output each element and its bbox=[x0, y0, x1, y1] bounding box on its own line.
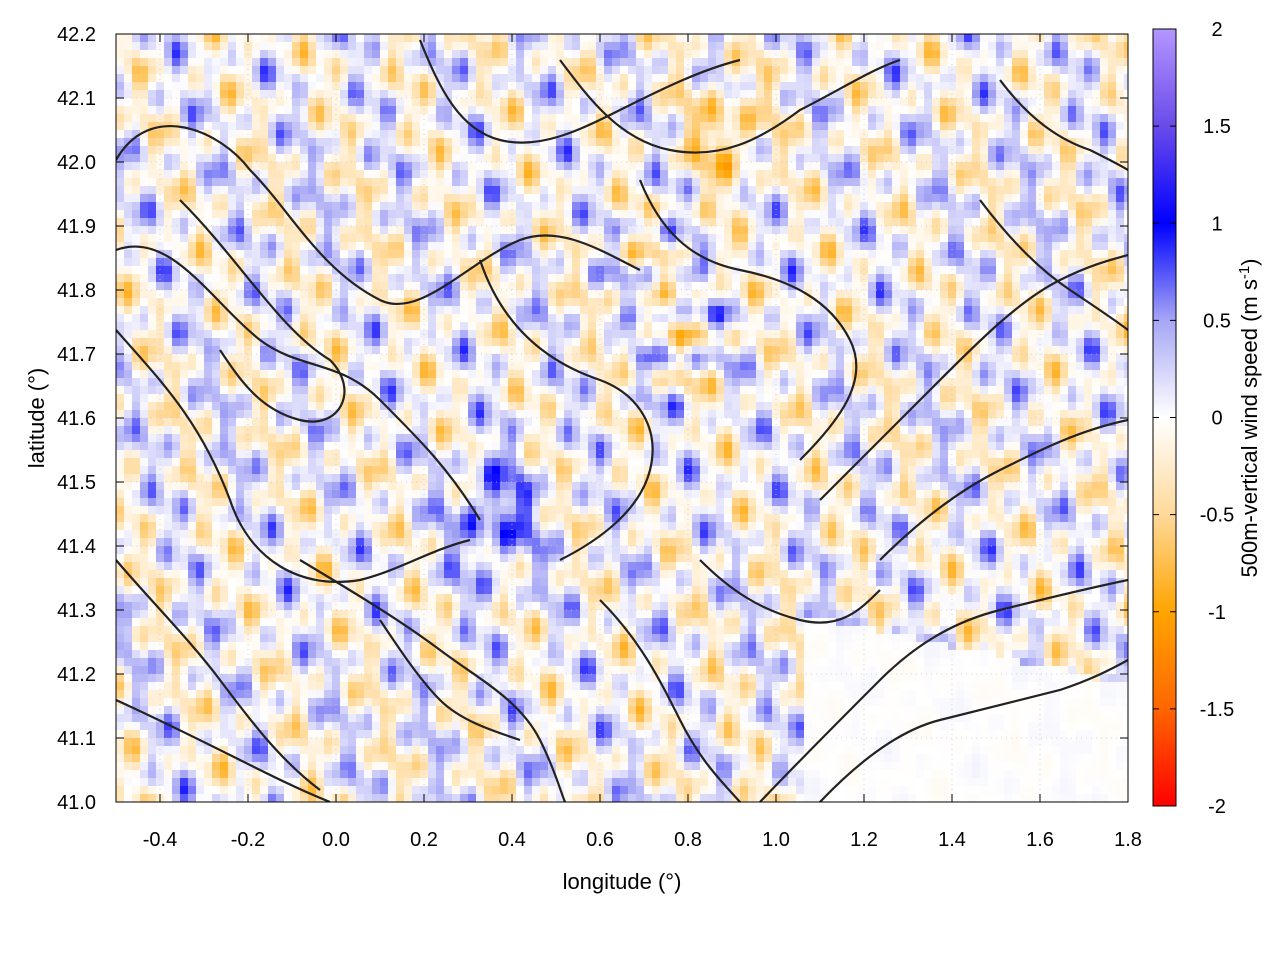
x-tick-label: 1.8 bbox=[1114, 829, 1142, 851]
colorbar-ticks: -2 -1.5 -1 -0.5 0 0.5 1 1.5 2 bbox=[1153, 19, 1234, 818]
y-tick-label: 42.0 bbox=[57, 152, 96, 174]
x-tick-label: 0.6 bbox=[586, 829, 614, 851]
colorbar-tick-label: -2 bbox=[1208, 796, 1226, 818]
x-tick-label: 0.4 bbox=[498, 829, 526, 851]
terrain-contours bbox=[116, 39, 1128, 802]
colorbar-tick-label: 1.5 bbox=[1203, 116, 1231, 138]
y-tick-label: 41.4 bbox=[57, 536, 96, 558]
y-tick-label: 41.2 bbox=[57, 664, 96, 686]
y-tick-label: 42.1 bbox=[57, 88, 96, 110]
colorbar-tick-label: -1.5 bbox=[1200, 699, 1234, 721]
colorbar-label: 500m-vertical wind speed (m s-1) bbox=[1236, 258, 1262, 577]
y-tick-label: 41.9 bbox=[57, 216, 96, 238]
colorbar-tick-label: -0.5 bbox=[1200, 505, 1234, 527]
colorbar-tick-label: 2 bbox=[1211, 19, 1222, 41]
colorbar-tick-label: -1 bbox=[1208, 602, 1226, 624]
x-tick-label: 1.6 bbox=[1026, 829, 1054, 851]
heatmap-field bbox=[116, 34, 1128, 802]
x-tick-label: 0.0 bbox=[322, 829, 350, 851]
x-tick-label: 1.0 bbox=[762, 829, 790, 851]
y-tick-label: 41.0 bbox=[57, 792, 96, 814]
x-tick-label: -0.4 bbox=[143, 829, 177, 851]
y-axis-ticks: 41.0 41.1 41.2 41.3 41.4 41.5 41.6 41.7 41.8 41.9… bbox=[57, 24, 1128, 814]
y-tick-label: 41.5 bbox=[57, 472, 96, 494]
x-axis-label: longitude (°) bbox=[563, 869, 682, 894]
x-tick-label: 1.4 bbox=[938, 829, 966, 851]
x-tick-label: 1.2 bbox=[850, 829, 878, 851]
x-tick-label: 0.8 bbox=[674, 829, 702, 851]
x-axis-ticks: -0.4 -0.2 0.0 0.2 0.4 0.6 0.8 1.0 1.2 1.4 1.6 1.8 bbox=[143, 34, 1142, 851]
y-tick-label: 41.6 bbox=[57, 408, 96, 430]
y-tick-label: 41.3 bbox=[57, 600, 96, 622]
x-tick-label: -0.2 bbox=[231, 829, 265, 851]
x-tick-label: 0.2 bbox=[410, 829, 438, 851]
y-axis-label: latitude (°) bbox=[24, 368, 49, 469]
y-tick-label: 41.7 bbox=[57, 344, 96, 366]
y-tick-label: 41.8 bbox=[57, 280, 96, 302]
y-tick-label: 42.2 bbox=[57, 24, 96, 46]
grid-lines bbox=[116, 34, 1128, 802]
colorbar-tick-label: 1 bbox=[1211, 213, 1222, 235]
colorbar-tick-label: 0.5 bbox=[1203, 310, 1231, 332]
y-tick-label: 41.1 bbox=[57, 728, 96, 750]
colorbar-tick-label: 0 bbox=[1211, 408, 1222, 430]
